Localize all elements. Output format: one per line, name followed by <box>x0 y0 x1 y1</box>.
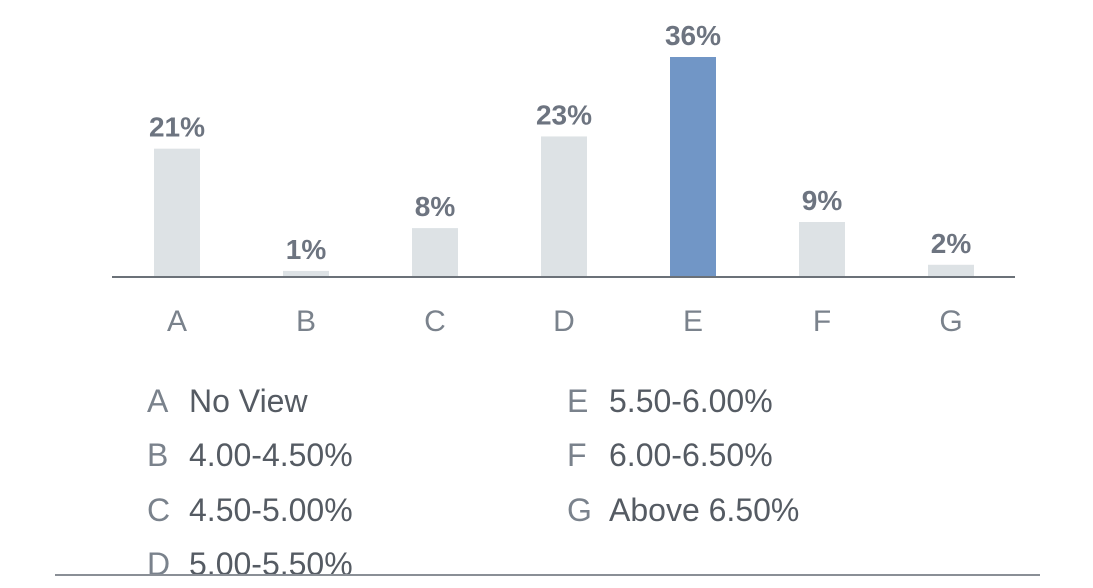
bar-chart: 21% 1% 8% 23% 36% 9% 2% A B C D E F G <box>112 20 1015 338</box>
legend-label: 5.50-6.00% <box>609 383 773 419</box>
legend-code: B <box>147 437 169 473</box>
data-label-e: 36% <box>665 20 721 51</box>
bar-b <box>283 270 329 277</box>
data-label-d: 23% <box>536 99 592 130</box>
legend-code: A <box>147 383 169 419</box>
bar-e <box>670 57 716 277</box>
legend-item-f: F 6.00-6.50% <box>567 436 773 474</box>
x-tick-e: E <box>683 305 703 338</box>
bar-g <box>928 264 974 277</box>
x-tick-g: G <box>939 305 962 338</box>
x-tick-labels: A B C D E F G <box>167 305 963 338</box>
legend-code: E <box>567 383 589 419</box>
bar-c <box>412 228 458 277</box>
x-tick-c: C <box>424 305 446 338</box>
legend-label: Above 6.50% <box>609 492 800 528</box>
legend-item-c: C 4.50-5.00% <box>147 491 353 529</box>
legend-item-g: G Above 6.50% <box>567 491 799 529</box>
x-tick-f: F <box>813 305 831 338</box>
bar-a <box>154 148 200 277</box>
data-label-c: 8% <box>415 191 456 222</box>
legend-item-b: B 4.00-4.50% <box>147 436 353 474</box>
data-label-a: 21% <box>149 112 205 143</box>
data-label-f: 9% <box>802 185 843 216</box>
x-tick-b: B <box>296 305 316 338</box>
bottom-divider <box>55 574 1040 576</box>
legend-item-e: E 5.50-6.00% <box>567 382 773 420</box>
legend-label: 6.00-6.50% <box>609 437 773 473</box>
legend-label: 4.50-5.00% <box>189 492 353 528</box>
data-label-b: 1% <box>286 234 327 265</box>
bar-f <box>799 222 845 277</box>
bar-d <box>541 136 587 277</box>
legend-label: 4.00-4.50% <box>189 437 353 473</box>
data-label-g: 2% <box>931 228 972 259</box>
bars-group: 21% 1% 8% 23% 36% 9% 2% <box>149 20 974 277</box>
legend-label: No View <box>189 383 308 419</box>
x-tick-d: D <box>553 305 575 338</box>
legend-code: C <box>147 492 171 528</box>
legend-code: D <box>147 546 171 582</box>
x-tick-a: A <box>167 305 187 338</box>
legend-code: F <box>567 437 587 473</box>
legend-code: G <box>567 492 592 528</box>
legend-item-a: A No View <box>147 382 308 420</box>
bottom-crop <box>0 574 1093 588</box>
